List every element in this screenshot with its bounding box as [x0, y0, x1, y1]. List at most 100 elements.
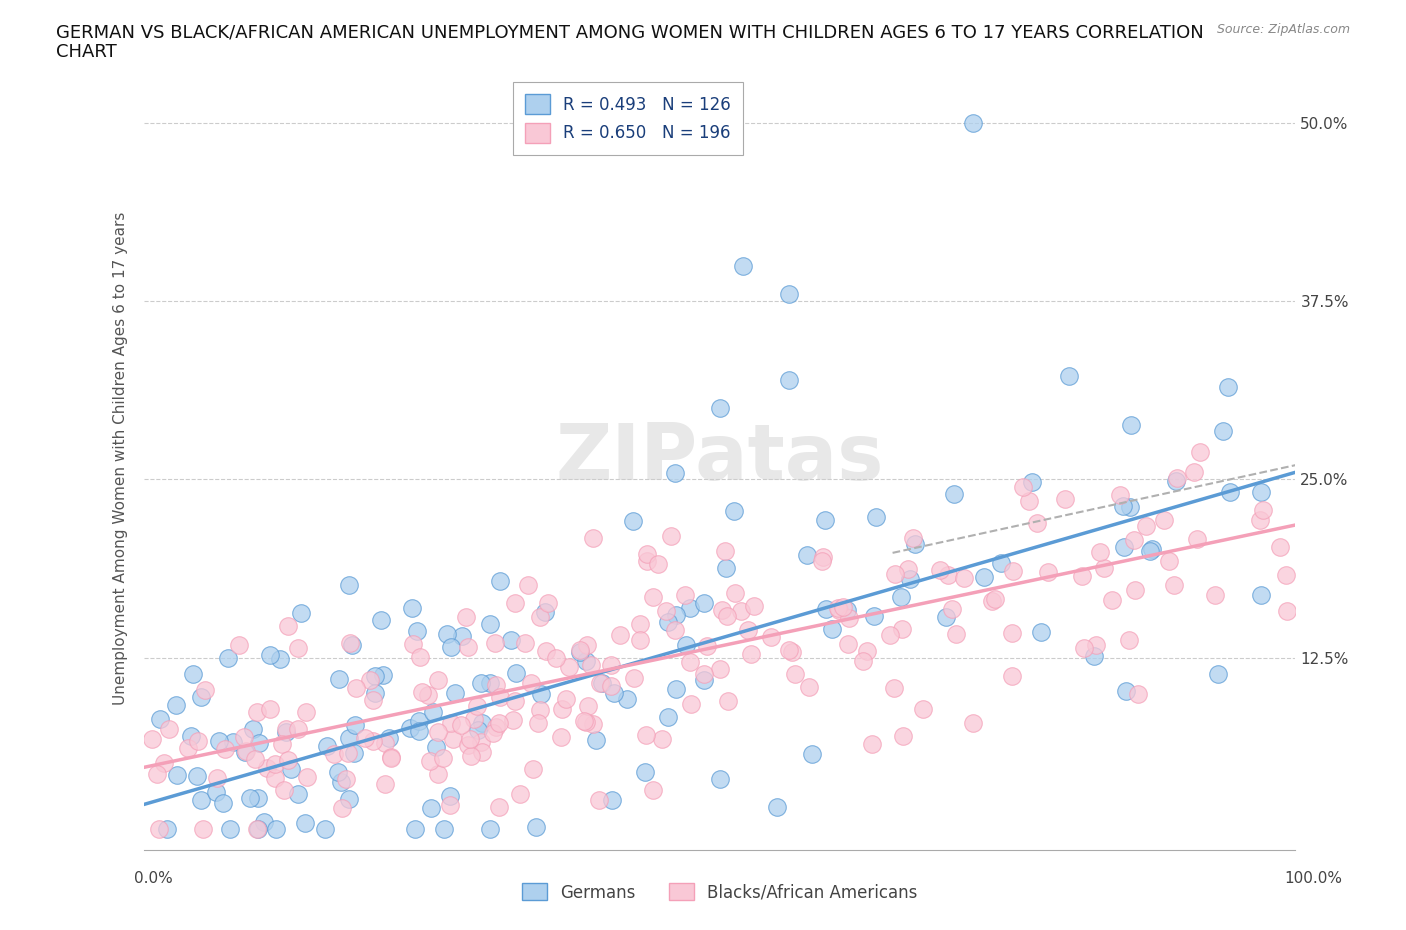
Point: [419, 753, 441, 768]
Point: [529, 703, 551, 718]
Point: [478, 821, 501, 836]
Point: [555, 692, 578, 707]
Point: [709, 401, 731, 416]
Point: [778, 286, 800, 301]
Point: [242, 722, 264, 737]
Point: [737, 623, 759, 638]
Point: [766, 800, 789, 815]
Point: [364, 669, 387, 684]
Point: [488, 800, 510, 815]
Point: [478, 617, 501, 631]
Point: [208, 733, 231, 748]
Point: [342, 637, 364, 652]
Point: [187, 734, 209, 749]
Point: [259, 702, 281, 717]
Point: [456, 609, 478, 624]
Point: [730, 604, 752, 618]
Point: [814, 602, 837, 617]
Point: [600, 658, 623, 673]
Point: [600, 792, 623, 807]
Point: [651, 732, 673, 747]
Point: [450, 717, 472, 732]
Point: [217, 651, 239, 666]
Point: [439, 789, 461, 804]
Point: [575, 654, 598, 669]
Point: [374, 776, 396, 790]
Point: [1031, 624, 1053, 639]
Point: [589, 675, 612, 690]
Point: [628, 617, 651, 631]
Point: [953, 571, 976, 586]
Point: [990, 556, 1012, 571]
Point: [1275, 567, 1298, 582]
Point: [800, 746, 823, 761]
Point: [420, 800, 443, 815]
Point: [673, 588, 696, 603]
Point: [550, 730, 572, 745]
Point: [935, 609, 957, 624]
Point: [530, 686, 553, 701]
Point: [482, 725, 505, 740]
Point: [364, 685, 387, 700]
Point: [1101, 592, 1123, 607]
Point: [337, 731, 360, 746]
Point: [191, 821, 214, 836]
Point: [585, 733, 607, 748]
Point: [329, 774, 352, 789]
Point: [465, 699, 488, 714]
Point: [936, 568, 959, 583]
Point: [661, 528, 683, 543]
Point: [505, 694, 527, 709]
Point: [717, 693, 740, 708]
Point: [181, 666, 204, 681]
Point: [433, 821, 456, 836]
Point: [654, 604, 676, 618]
Point: [402, 637, 425, 652]
Point: [780, 644, 803, 659]
Point: [499, 633, 522, 648]
Point: [838, 610, 860, 625]
Point: [716, 609, 738, 624]
Point: [723, 504, 745, 519]
Point: [711, 603, 734, 618]
Point: [1140, 541, 1163, 556]
Point: [962, 716, 984, 731]
Point: [439, 798, 461, 813]
Point: [441, 732, 464, 747]
Point: [337, 791, 360, 806]
Point: [575, 715, 598, 730]
Point: [527, 715, 550, 730]
Point: [233, 745, 256, 760]
Point: [681, 697, 703, 711]
Point: [457, 640, 479, 655]
Point: [1206, 666, 1229, 681]
Point: [377, 731, 399, 746]
Point: [457, 737, 479, 752]
Point: [636, 727, 658, 742]
Point: [1054, 491, 1077, 506]
Point: [797, 679, 820, 694]
Point: [529, 609, 551, 624]
Point: [879, 628, 901, 643]
Text: ZIPatas: ZIPatas: [555, 420, 884, 496]
Point: [294, 816, 316, 830]
Point: [432, 751, 454, 765]
Point: [679, 655, 702, 670]
Point: [488, 716, 510, 731]
Point: [141, 732, 163, 747]
Point: [643, 783, 665, 798]
Point: [290, 605, 312, 620]
Point: [246, 704, 269, 719]
Point: [470, 675, 492, 690]
Point: [427, 724, 450, 739]
Point: [463, 711, 485, 726]
Point: [153, 756, 176, 771]
Point: [471, 744, 494, 759]
Point: [890, 590, 912, 604]
Point: [277, 618, 299, 633]
Text: CHART: CHART: [56, 43, 117, 60]
Point: [633, 765, 655, 780]
Point: [1135, 518, 1157, 533]
Point: [1166, 471, 1188, 485]
Point: [1182, 465, 1205, 480]
